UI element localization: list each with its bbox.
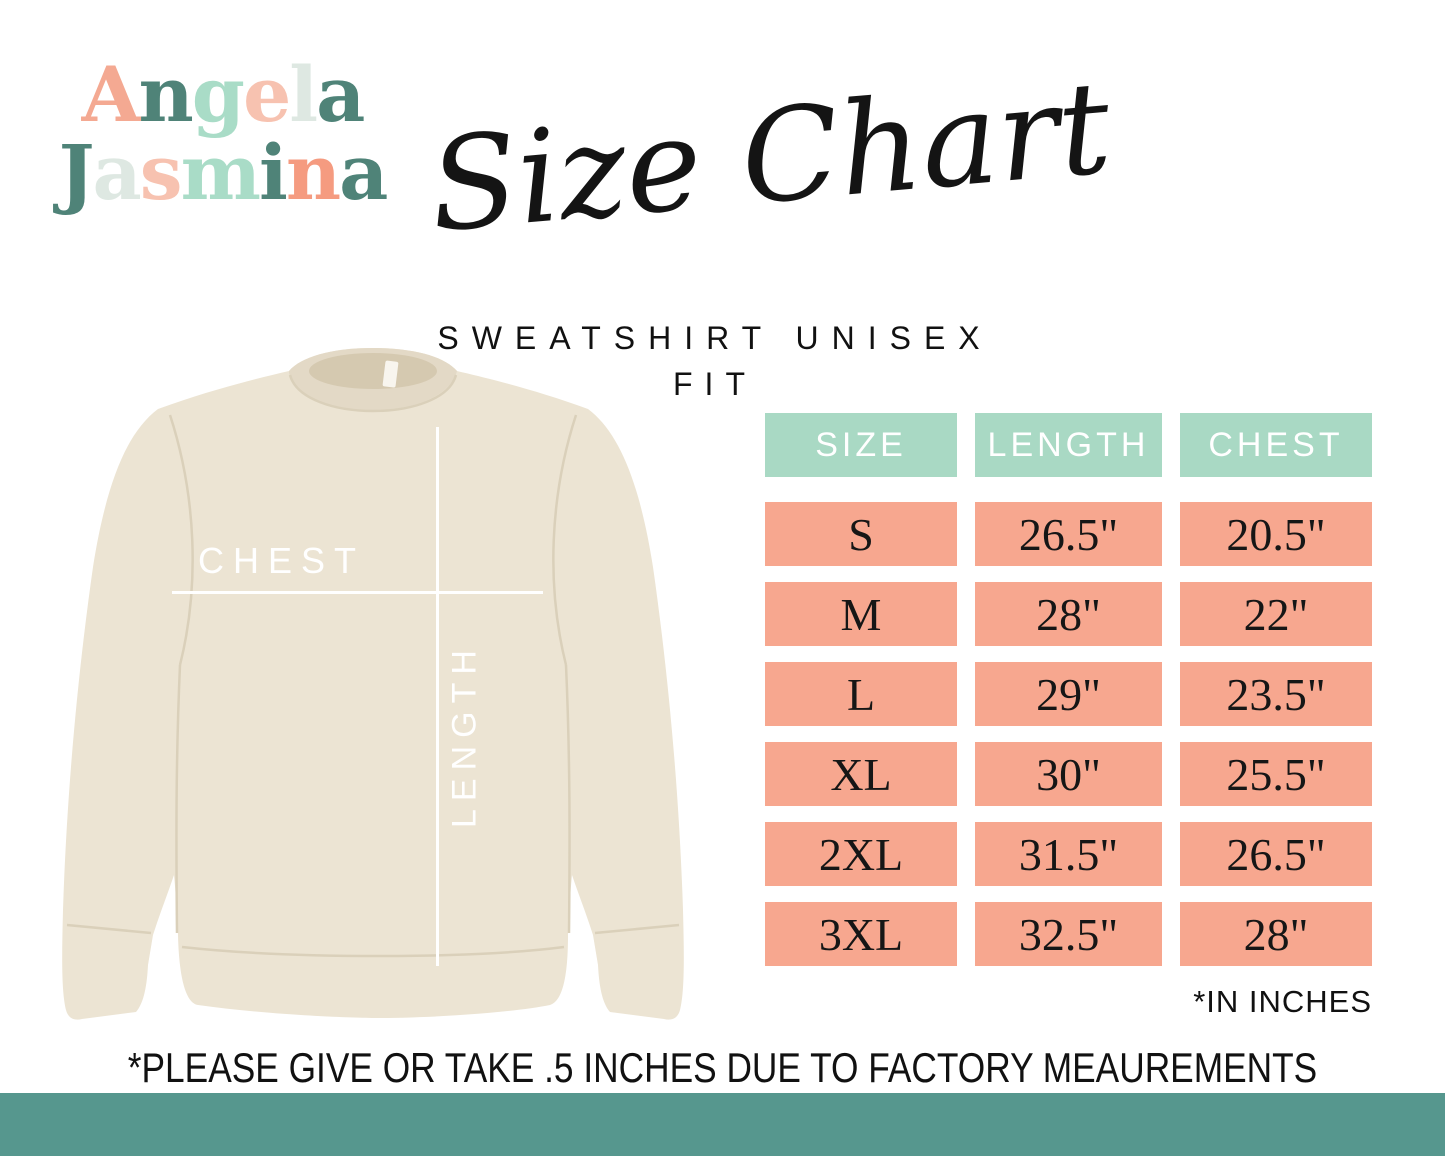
brand-letter: J [58, 128, 95, 217]
brand-letter: g [191, 50, 245, 139]
length-measure-line [436, 427, 439, 966]
length-cell: 29" [975, 662, 1162, 726]
table-row: M 28" 22" [765, 582, 1372, 646]
length-cell: 32.5" [975, 902, 1162, 966]
chest-cell: 20.5" [1180, 502, 1372, 566]
size-cell: 3XL [765, 902, 957, 966]
sweatshirt-image [62, 348, 684, 1020]
unit-note: *IN INCHES [1193, 984, 1372, 1019]
table-row: 2XL 31.5" 26.5" [765, 822, 1372, 886]
chest-cell: 26.5" [1180, 822, 1372, 886]
footer-bar [0, 1093, 1445, 1156]
neck-tag [382, 360, 399, 388]
table-row: S 26.5" 20.5" [765, 502, 1372, 566]
table-row: XL 30" 25.5" [765, 742, 1372, 806]
brand-letter: l [289, 50, 318, 139]
table-row: 3XL 32.5" 28" [765, 902, 1372, 966]
header-cell-length: LENGTH [975, 413, 1162, 477]
size-cell: 2XL [765, 822, 957, 886]
page-title: Size Chart [423, 53, 1117, 261]
chest-cell: 28" [1180, 902, 1372, 966]
size-cell: M [765, 582, 957, 646]
chest-cell: 25.5" [1180, 742, 1372, 806]
product-subtitle: SWEATSHIRT UNISEX FIT [430, 320, 1000, 403]
header-cell-chest: CHEST [1180, 413, 1372, 477]
brand-letter: s [139, 128, 183, 217]
brand-line-2: Jasmina [45, 134, 400, 212]
brand-letter: n [138, 50, 194, 139]
brand-letter: a [92, 128, 142, 217]
brand-letter: A [81, 50, 141, 139]
chest-cell: 23.5" [1180, 662, 1372, 726]
chest-measure-label: CHEST [198, 540, 366, 581]
subtitle-line-1: SWEATSHIRT UNISEX [437, 320, 993, 356]
table-header-row: SIZE LENGTH CHEST [765, 413, 1372, 477]
length-cell: 31.5" [975, 822, 1162, 886]
length-measure-label: LENGTH [445, 642, 484, 828]
chest-measure-line [172, 591, 543, 594]
table-row: L 29" 23.5" [765, 662, 1372, 726]
brand-letter: i [259, 128, 288, 217]
length-cell: 28" [975, 582, 1162, 646]
length-cell: 26.5" [975, 502, 1162, 566]
brand-letter: m [180, 128, 261, 217]
length-cell: 30" [975, 742, 1162, 806]
brand-letter: n [285, 128, 341, 217]
brand-letter: a [316, 50, 365, 139]
brand-letter: a [339, 128, 388, 217]
size-cell: S [765, 502, 957, 566]
header-cell-size: SIZE [765, 413, 957, 477]
size-cell: L [765, 662, 957, 726]
size-cell: XL [765, 742, 957, 806]
brand-logo: Angela Jasmina [45, 56, 400, 212]
chest-cell: 22" [1180, 582, 1372, 646]
brand-letter: e [242, 50, 291, 139]
size-table: SIZE LENGTH CHEST S 26.5" 20.5" M 28" 22… [765, 413, 1372, 982]
tolerance-disclaimer: *PLEASE GIVE OR TAKE .5 INCHES DUE TO FA… [127, 1044, 1318, 1091]
brand-line-1: Angela [45, 56, 400, 134]
subtitle-line-2: FIT [673, 366, 757, 402]
